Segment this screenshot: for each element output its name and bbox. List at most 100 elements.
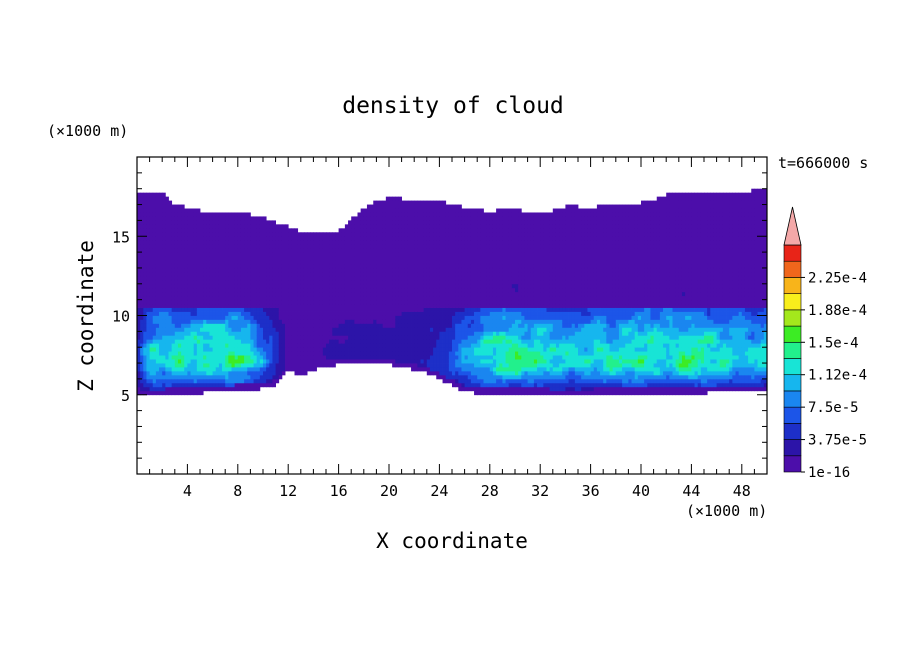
density-cell <box>411 236 415 241</box>
density-cell <box>177 374 182 380</box>
density-cell <box>474 295 478 301</box>
density-cell <box>486 315 491 320</box>
density-cell <box>266 244 270 249</box>
density-cell <box>354 291 358 297</box>
density-cell <box>225 386 229 392</box>
density-cell <box>477 382 481 388</box>
density-cell <box>297 351 302 356</box>
density-cell <box>149 355 154 360</box>
density-cell <box>496 307 500 312</box>
density-cell <box>303 260 308 265</box>
density-cell <box>445 283 450 289</box>
density-cell <box>215 275 220 281</box>
density-cell <box>228 228 232 233</box>
density-cell <box>193 212 198 217</box>
density-cell <box>294 244 299 249</box>
density-cell <box>222 228 226 233</box>
density-cell <box>240 228 245 233</box>
density-cell <box>382 256 387 261</box>
density-cell <box>244 232 248 237</box>
density-cell <box>379 351 384 356</box>
density-cell <box>159 220 163 225</box>
density-cell <box>285 295 289 301</box>
density-cell <box>196 224 201 229</box>
density-cell <box>206 323 210 328</box>
density-cell <box>281 315 286 320</box>
density-cell <box>407 263 412 269</box>
density-cell <box>190 343 195 348</box>
density-cell <box>470 256 475 261</box>
density-cell <box>215 287 220 293</box>
density-cell <box>326 252 330 257</box>
density-cell <box>155 347 160 352</box>
density-cell <box>420 359 425 364</box>
density-cell <box>253 279 258 285</box>
density-cell <box>354 224 358 229</box>
density-cell <box>285 311 289 316</box>
density-cell <box>200 236 204 241</box>
density-cell <box>436 343 440 348</box>
density-cell <box>218 311 223 316</box>
density-cell <box>307 363 311 368</box>
density-cell <box>159 335 163 340</box>
density-cell <box>499 236 503 241</box>
density-cell <box>322 283 327 289</box>
density-cell <box>281 224 286 229</box>
density-cell <box>196 279 201 285</box>
density-cell <box>310 232 314 237</box>
density-cell <box>414 263 418 269</box>
density-cell <box>263 374 267 380</box>
density-cell <box>218 224 223 229</box>
density-cell <box>420 295 425 301</box>
density-cell <box>281 240 286 245</box>
density-cell <box>464 299 469 305</box>
density-cell <box>385 196 390 201</box>
density-cell <box>206 303 210 308</box>
density-cell <box>152 355 157 360</box>
density-cell <box>146 359 150 364</box>
density-cell <box>285 327 289 332</box>
density-cell <box>452 271 456 277</box>
density-cell <box>294 327 299 332</box>
density-cell <box>348 228 352 233</box>
density-cell <box>168 220 173 225</box>
density-cell <box>376 236 380 241</box>
density-cell <box>404 319 409 324</box>
density-cell <box>357 327 362 332</box>
density-cell <box>489 303 494 308</box>
density-cell <box>341 263 346 269</box>
density-cell <box>281 271 286 277</box>
density-cell <box>146 271 150 277</box>
density-cell <box>159 248 163 253</box>
density-cell <box>411 232 415 237</box>
density-cell <box>486 382 491 388</box>
density-cell <box>259 307 264 312</box>
density-cell <box>215 355 220 360</box>
density-cell <box>417 236 421 241</box>
density-cell <box>196 287 201 293</box>
density-cell <box>357 244 362 249</box>
density-cell <box>297 275 302 281</box>
density-cell <box>146 192 150 198</box>
density-cell <box>354 248 358 253</box>
density-cell <box>407 307 412 312</box>
density-cell <box>215 323 220 328</box>
density-cell <box>470 260 475 265</box>
density-cell <box>496 271 500 277</box>
density-cell <box>433 200 437 205</box>
density-cell <box>329 263 333 269</box>
density-cell <box>389 311 393 316</box>
density-cell <box>341 303 346 308</box>
density-cell <box>401 343 406 348</box>
density-cell <box>228 335 232 340</box>
density-cell <box>373 303 377 308</box>
density-cell <box>250 287 254 293</box>
density-cell <box>269 228 273 233</box>
density-cell <box>496 367 500 372</box>
density-cell <box>281 279 286 285</box>
density-cell <box>225 303 229 308</box>
density-cell <box>165 323 169 328</box>
density-cell <box>269 370 273 376</box>
density-cell <box>294 343 299 348</box>
density-cell <box>366 279 371 285</box>
